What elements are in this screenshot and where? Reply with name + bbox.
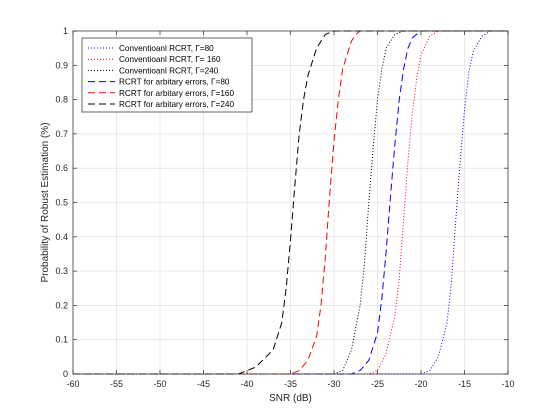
legend-label-5: RCRT for arbitary errors, Γ=160	[119, 89, 234, 98]
x-tick-label: -45	[197, 379, 210, 389]
x-axis-label: SNR (dB)	[269, 393, 312, 404]
y-tick-label: 0.3	[55, 266, 68, 276]
series-line-5	[73, 30, 508, 375]
legend-label-1: Conventioanl RCRT, Γ=80	[119, 44, 214, 53]
x-tick-label: -10	[501, 379, 514, 389]
y-tick-label: 0.5	[55, 198, 68, 208]
x-tick-label: -20	[414, 379, 427, 389]
y-tick-label: 0.2	[55, 300, 68, 310]
legend: Conventioanl RCRT, Γ=80 Conventioanl RCRT…	[81, 37, 253, 113]
x-tick-label: -50	[153, 379, 166, 389]
y-tick-label: 0.4	[55, 232, 68, 242]
series-line-4	[73, 30, 508, 375]
ticks: -60 -55 -50 -45 -40 -35 -30 -25 -20 -15 -10 0 0.1 0.2…	[55, 26, 514, 389]
series-line-1	[73, 30, 508, 375]
legend-label-4: RCRT for arbitary errors, Γ=80	[119, 78, 230, 87]
x-tick-label: -30	[327, 379, 340, 389]
y-tick-label: 0	[63, 369, 68, 379]
y-tick-label: 0.7	[55, 129, 68, 139]
x-tick-label: -15	[458, 379, 471, 389]
y-tick-label: 0.1	[55, 335, 68, 345]
legend-label-3: Conventioanl RCRT, Γ=240	[119, 66, 219, 75]
legend-label-6: RCRT for arbitary errors, Γ=240	[119, 100, 234, 109]
series-line-6	[73, 30, 508, 375]
y-tick-label: 0.8	[55, 95, 68, 105]
x-tick-label: -25	[371, 379, 384, 389]
legend-label-2: Conventioanl RCRT, Γ= 160	[119, 55, 221, 64]
y-tick-label: 0.6	[55, 163, 68, 173]
x-tick-label: -55	[110, 379, 123, 389]
x-tick-label: -35	[284, 379, 297, 389]
y-tick-label: 1	[63, 26, 68, 36]
y-axis-label: Probability of Robust Estimation (%)	[40, 122, 51, 282]
y-tick-label: 0.9	[55, 60, 68, 70]
legend-box	[81, 37, 253, 113]
x-tick-label: -60	[66, 379, 79, 389]
x-tick-label: -40	[240, 379, 253, 389]
series-layer	[73, 30, 508, 375]
